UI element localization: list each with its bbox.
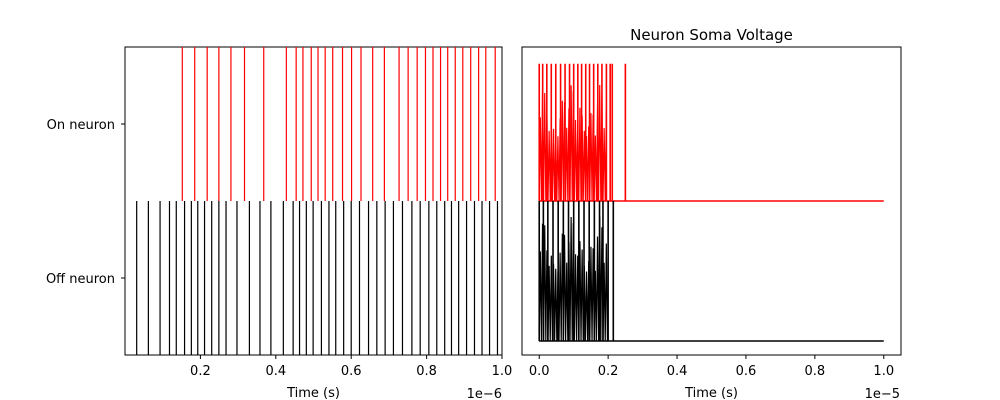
raster-x-tick-label: 0.6	[341, 364, 362, 379]
raster-x-axis-label: Time (s)	[286, 386, 340, 400]
voltage-chart-title: Neuron Soma Voltage	[630, 26, 793, 44]
voltage-x-tick-label: 1.0	[873, 364, 894, 379]
voltage-plot-frame	[521, 46, 902, 356]
raster-chart: 0.2 0.4 0.6 0.8 1.0 On neuron Off neuron Time…	[46, 46, 512, 400]
raster-row-label: Off neuron	[46, 272, 115, 287]
raster-row-label: On neuron	[47, 118, 115, 133]
voltage-x-tick-label: 0.4	[667, 364, 688, 379]
raster-x-ticks: 0.2 0.4 0.6 0.8 1.0	[190, 355, 512, 379]
voltage-traces	[538, 63, 884, 342]
voltage-x-axis-label: Time (s)	[684, 386, 738, 400]
voltage-chart: Neuron Soma Voltage 0.0 0.2 0.4 0.6 0.8 1.0 T…	[521, 26, 902, 400]
voltage-x-offset-label: 1e−5	[865, 387, 900, 400]
voltage-x-tick-label: 0.8	[805, 364, 826, 379]
voltage-x-tick-label: 0.6	[736, 364, 757, 379]
voltage-x-ticks: 0.0 0.2 0.4 0.6 0.8 1.0	[529, 355, 894, 379]
raster-row-labels: On neuron Off neuron	[46, 118, 125, 287]
raster-x-offset-label: 1e−6	[467, 387, 502, 400]
raster-x-tick-label: 0.4	[265, 364, 286, 379]
voltage-x-tick-label: 0.0	[529, 364, 550, 379]
raster-x-tick-label: 1.0	[492, 364, 513, 379]
raster-x-tick-label: 0.8	[416, 364, 437, 379]
raster-spikes	[136, 47, 499, 355]
voltage-band-on	[538, 84, 608, 202]
voltage-x-tick-label: 0.2	[598, 364, 619, 379]
raster-x-tick-label: 0.2	[190, 364, 211, 379]
